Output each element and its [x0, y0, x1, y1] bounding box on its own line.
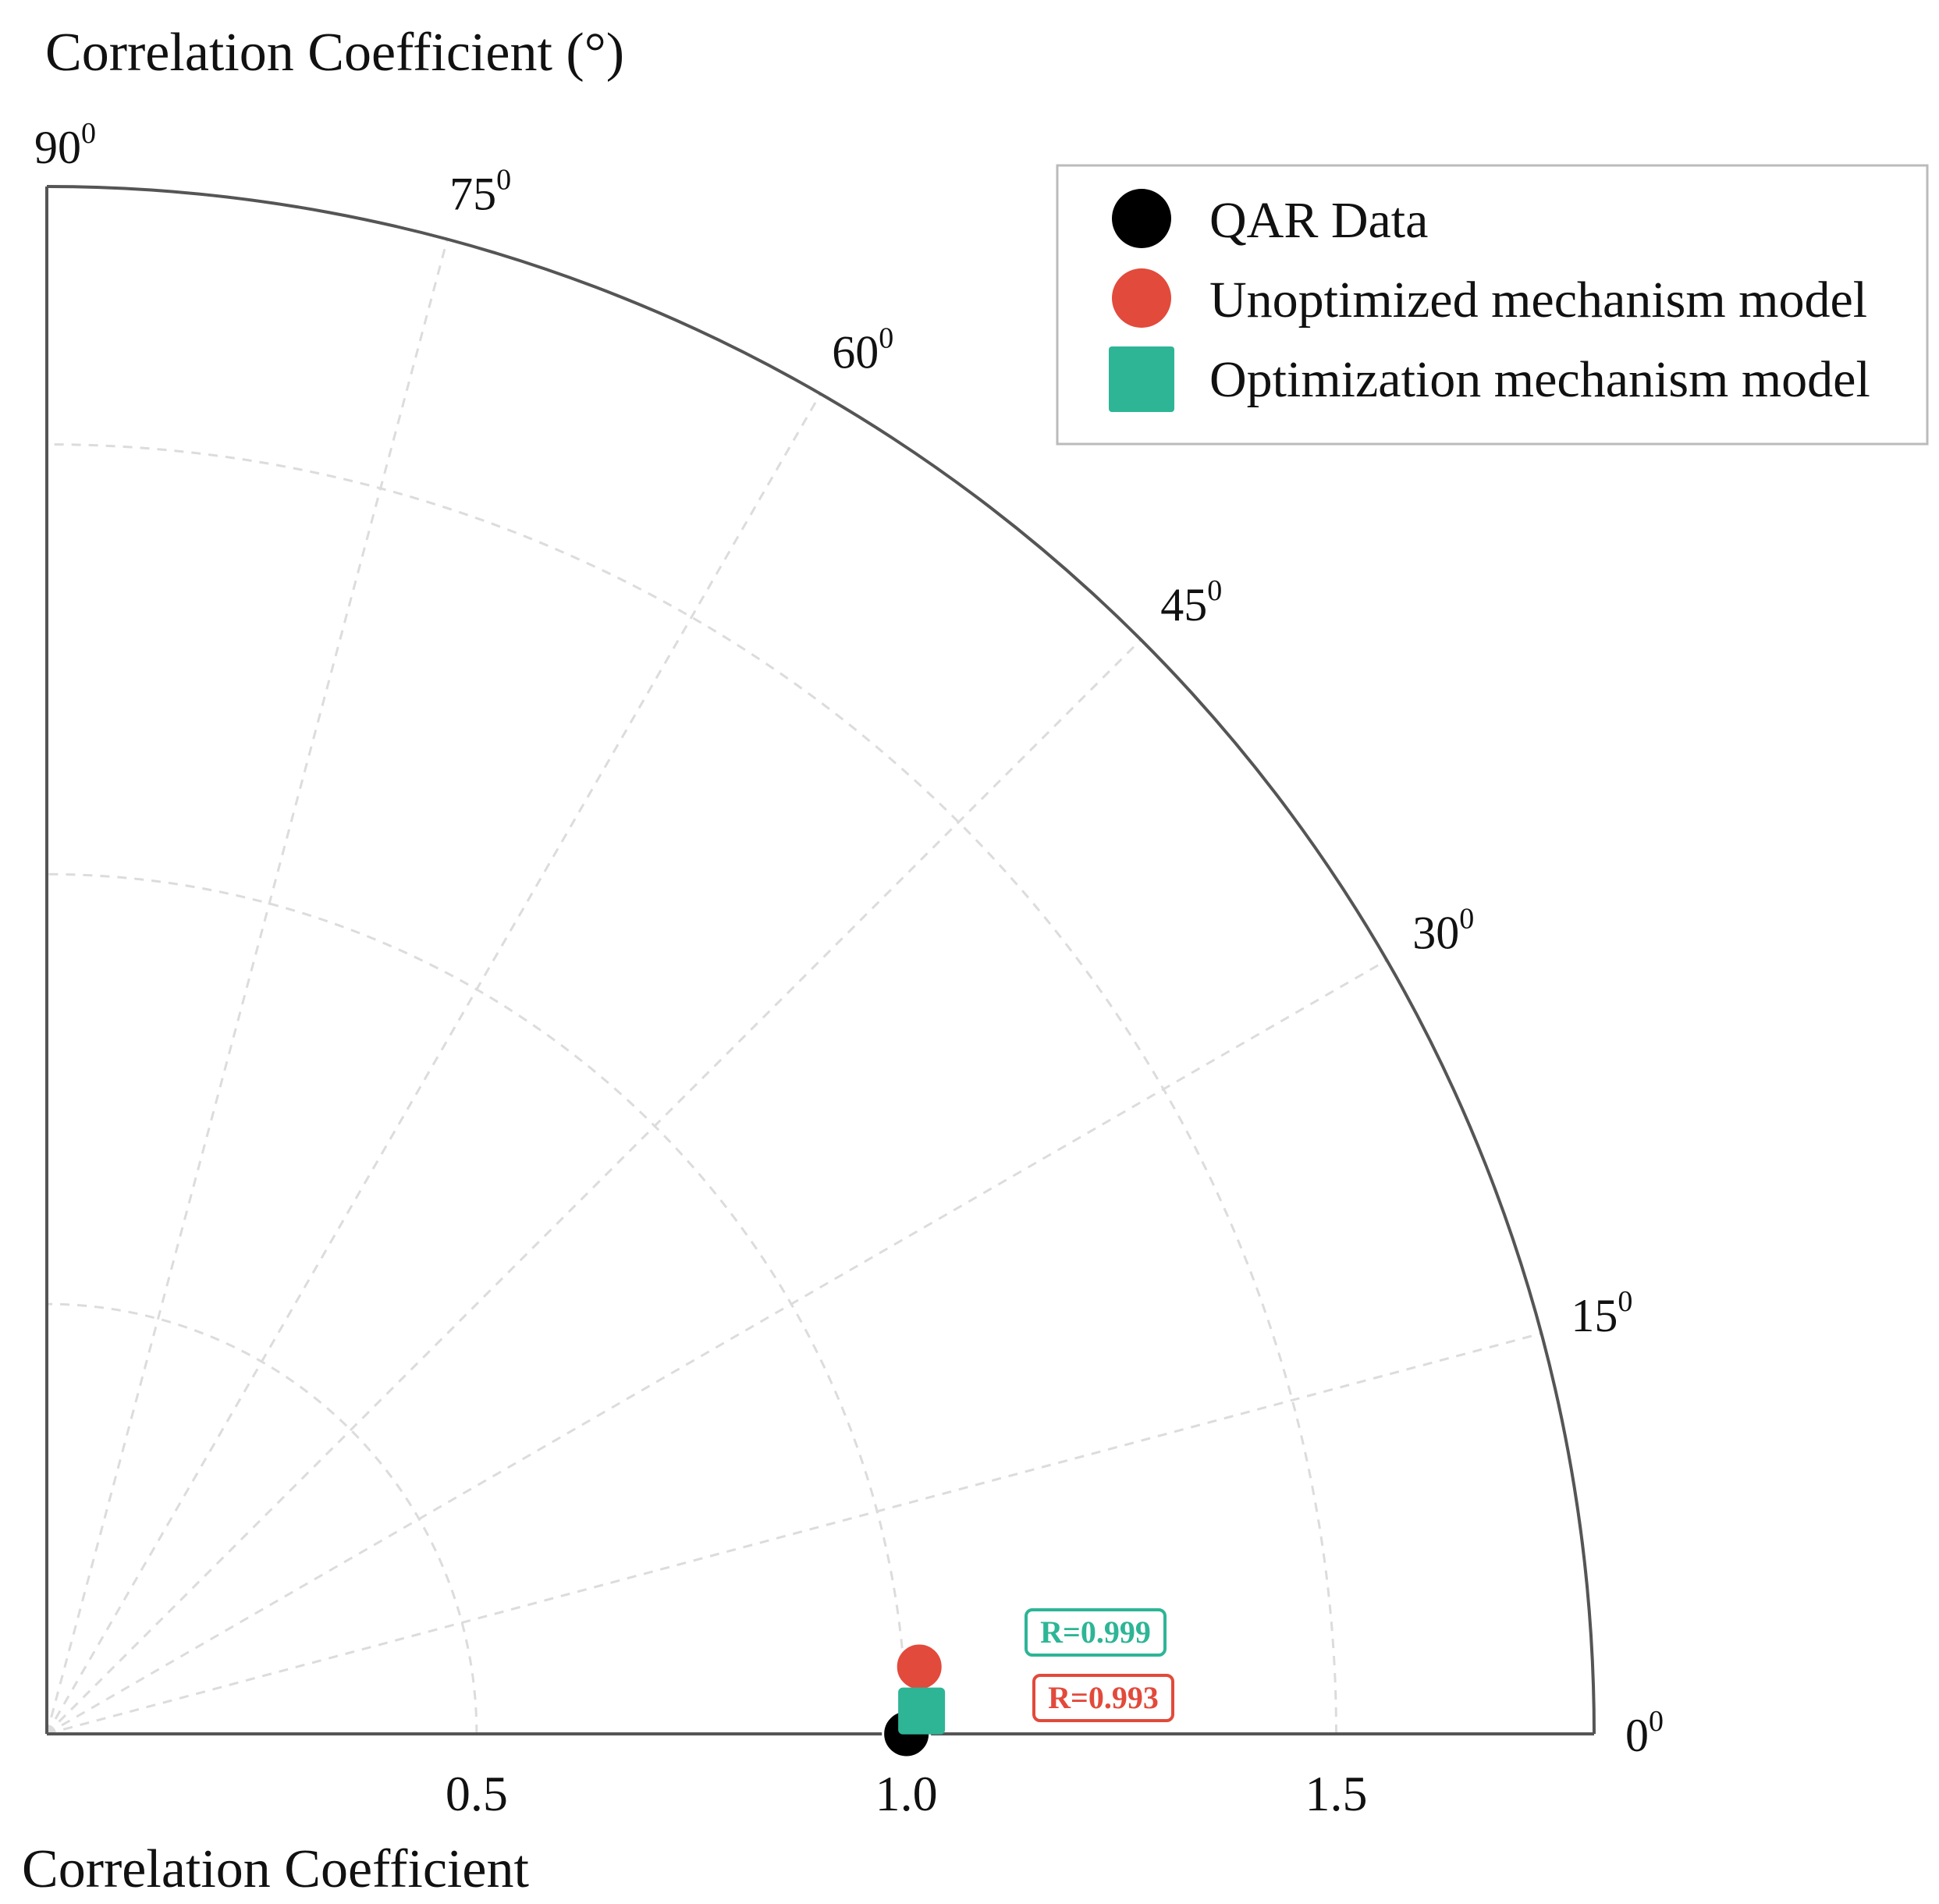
correlation-annotation-box — [1032, 1674, 1174, 1722]
angle-tick-label: 00 — [1625, 1705, 1664, 1761]
angle-tick-label: 900 — [34, 117, 96, 173]
correlation-annotation-box — [1025, 1608, 1167, 1657]
angle-tick-label: 450 — [1160, 574, 1222, 631]
degree-superscript: 0 — [81, 117, 96, 150]
legend-label: QAR Data — [1209, 192, 1428, 249]
legend-label: Optimization mechanism model — [1209, 351, 1870, 408]
grid-radial-line — [45, 393, 822, 1735]
grid-arc — [46, 1302, 478, 1735]
axis-layer — [45, 185, 1596, 1735]
x-axis-label: Correlation Coefficient — [22, 1839, 529, 1899]
radial-tick-label: 1.5 — [1305, 1766, 1368, 1821]
legend-marker-square — [1109, 346, 1174, 412]
degree-superscript: 0 — [879, 322, 893, 355]
grid-radial-line — [46, 959, 1388, 1735]
data-point-circle — [894, 1642, 944, 1692]
legend-box — [1056, 164, 1929, 446]
degree-superscript: 0 — [1459, 903, 1474, 936]
angle-tick-label: 750 — [449, 164, 511, 220]
chart-title: Correlation Coefficient (°) — [45, 23, 624, 83]
angle-tick-label: 150 — [1571, 1285, 1632, 1341]
angle-tick-label: 300 — [1412, 903, 1474, 959]
correlation-annotation-label: R=0.999 — [1040, 1614, 1151, 1650]
grid-arc — [46, 443, 1337, 1735]
legend: QAR Data Unoptimized mechanism model Optim… — [1056, 164, 1929, 446]
legend-marker-circle — [1112, 268, 1171, 328]
grid-layer — [45, 239, 1542, 1735]
degree-superscript: 0 — [1207, 574, 1222, 607]
outer-arc — [46, 185, 1596, 1735]
degree-superscript: 0 — [1649, 1705, 1664, 1738]
grid-radial-line — [45, 239, 449, 1735]
mark-layer: R=0.993 R=0.999 — [882, 1608, 1174, 1759]
correlation-annotation-label: R=0.993 — [1048, 1680, 1159, 1715]
grid-radial-line — [46, 1332, 1542, 1735]
radial-tick-label: 1.0 — [875, 1766, 938, 1821]
degree-superscript: 0 — [496, 164, 511, 197]
grid-radial-line — [45, 638, 1142, 1735]
degree-superscript: 0 — [1618, 1285, 1632, 1318]
legend-marker-circle — [1112, 189, 1171, 248]
angle-tick-label: 600 — [832, 322, 893, 378]
radial-tick-label: 0.5 — [446, 1766, 508, 1821]
legend-label: Unoptimized mechanism model — [1209, 272, 1867, 329]
data-point-square — [898, 1687, 946, 1735]
